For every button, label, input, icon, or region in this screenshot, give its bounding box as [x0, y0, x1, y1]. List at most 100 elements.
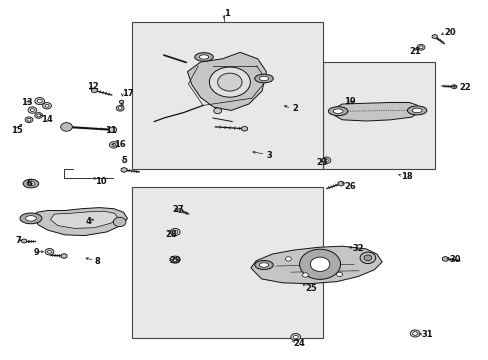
Ellipse shape [254, 261, 273, 270]
Circle shape [35, 98, 44, 105]
Text: 31: 31 [420, 330, 432, 339]
Circle shape [118, 107, 122, 110]
Polygon shape [119, 100, 123, 104]
Ellipse shape [259, 263, 268, 267]
Circle shape [25, 117, 33, 123]
Circle shape [359, 252, 375, 264]
Text: 15: 15 [11, 126, 23, 135]
Circle shape [42, 103, 51, 109]
Text: 9: 9 [34, 248, 40, 257]
Circle shape [412, 332, 417, 335]
Text: 27: 27 [172, 205, 183, 214]
Circle shape [324, 159, 328, 162]
Polygon shape [337, 181, 343, 186]
Circle shape [217, 73, 242, 91]
Ellipse shape [27, 181, 35, 186]
Text: 24: 24 [293, 339, 305, 348]
Circle shape [172, 230, 177, 234]
Polygon shape [61, 253, 67, 258]
Text: 22: 22 [458, 83, 470, 92]
Polygon shape [241, 126, 247, 131]
Bar [132, 22, 322, 169]
Circle shape [113, 217, 126, 226]
Text: 10: 10 [95, 177, 106, 186]
Circle shape [322, 157, 330, 163]
Circle shape [170, 256, 180, 263]
Circle shape [37, 114, 41, 117]
Polygon shape [250, 246, 382, 284]
Polygon shape [451, 85, 456, 89]
Ellipse shape [411, 108, 421, 113]
Circle shape [116, 105, 124, 111]
Ellipse shape [20, 213, 42, 224]
Circle shape [28, 107, 37, 113]
Text: 21: 21 [408, 47, 420, 56]
Text: 7: 7 [15, 237, 21, 246]
Ellipse shape [332, 109, 342, 113]
Ellipse shape [328, 107, 347, 116]
Circle shape [45, 104, 49, 107]
Polygon shape [187, 52, 266, 111]
Circle shape [299, 249, 340, 279]
Polygon shape [21, 239, 26, 243]
Text: 14: 14 [41, 114, 52, 123]
Text: 6: 6 [26, 179, 32, 188]
Circle shape [209, 67, 250, 97]
Text: 30: 30 [448, 255, 460, 264]
Bar [322, 62, 434, 169]
Circle shape [409, 330, 419, 337]
Polygon shape [91, 88, 97, 93]
Polygon shape [33, 208, 127, 235]
Circle shape [170, 228, 180, 235]
Text: 16: 16 [114, 140, 126, 149]
Polygon shape [332, 103, 419, 121]
Circle shape [172, 258, 177, 261]
Circle shape [213, 108, 221, 114]
Circle shape [45, 248, 54, 255]
Polygon shape [431, 35, 436, 39]
Text: 11: 11 [104, 126, 116, 135]
Ellipse shape [259, 76, 268, 81]
Text: 1: 1 [224, 9, 229, 18]
Text: 4: 4 [86, 217, 92, 226]
Circle shape [418, 46, 422, 49]
Circle shape [47, 250, 51, 253]
Text: 19: 19 [344, 96, 355, 105]
Polygon shape [442, 256, 447, 261]
Text: 25: 25 [305, 284, 317, 293]
Circle shape [336, 272, 342, 276]
Circle shape [290, 333, 300, 341]
Bar [132, 187, 322, 338]
Circle shape [112, 143, 116, 146]
Ellipse shape [25, 216, 36, 221]
Text: 17: 17 [122, 89, 133, 98]
Ellipse shape [23, 179, 39, 188]
Text: 28: 28 [165, 230, 177, 239]
Circle shape [302, 273, 308, 277]
Circle shape [363, 255, 371, 261]
Text: 26: 26 [344, 182, 355, 191]
Circle shape [293, 335, 298, 339]
Ellipse shape [254, 74, 273, 83]
Text: 13: 13 [21, 98, 33, 107]
Circle shape [27, 118, 31, 121]
Ellipse shape [199, 55, 208, 59]
Circle shape [416, 44, 424, 50]
Circle shape [35, 113, 42, 118]
Text: 3: 3 [266, 151, 272, 160]
Polygon shape [121, 167, 127, 172]
Text: 23: 23 [316, 158, 327, 167]
Text: 12: 12 [87, 82, 99, 91]
Circle shape [37, 99, 42, 103]
Circle shape [109, 127, 117, 133]
Text: 2: 2 [292, 104, 298, 113]
Text: 8: 8 [94, 257, 100, 266]
Ellipse shape [407, 106, 426, 115]
Circle shape [285, 257, 291, 261]
Text: 18: 18 [400, 172, 411, 181]
Ellipse shape [194, 53, 213, 61]
Text: 29: 29 [168, 256, 180, 265]
Circle shape [109, 141, 118, 148]
Text: 5: 5 [122, 156, 127, 165]
Polygon shape [50, 211, 118, 228]
